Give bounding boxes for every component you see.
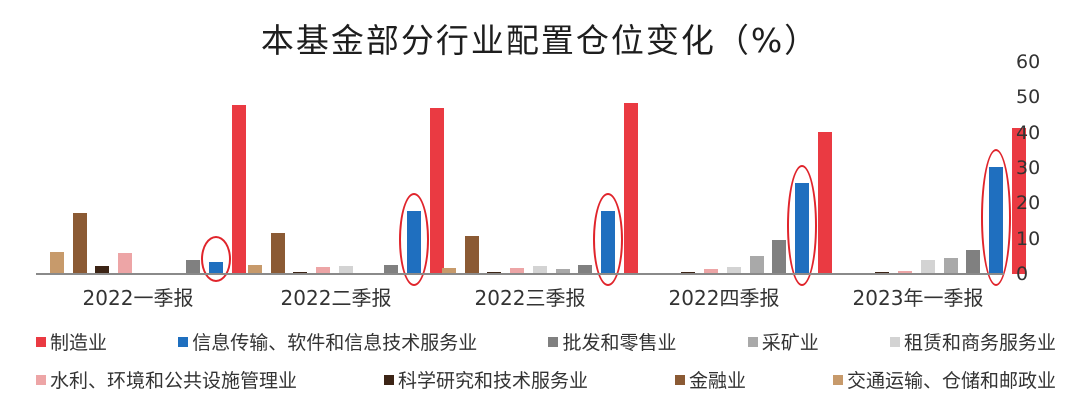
legend-label: 租赁和商务服务业 (903, 332, 1056, 354)
bar (943, 257, 958, 274)
y-tick-label: 60 (1016, 51, 1041, 73)
bar (1011, 127, 1026, 274)
bar (186, 259, 201, 274)
bar (118, 252, 133, 274)
bar (555, 269, 570, 274)
y-tick-label: 0 (1016, 263, 1029, 285)
y-tick-label: 50 (1016, 86, 1041, 109)
bar (920, 259, 935, 274)
bar (338, 266, 353, 274)
bar (231, 105, 246, 274)
legend-swatch-icon (889, 336, 900, 347)
legend-label: 批发和零售业 (562, 332, 677, 354)
legend-label: 科学研究和技术服务业 (397, 370, 588, 392)
y-tick-label: 10 (1016, 227, 1041, 250)
legend-item: 信息传输、软件和信息技术服务业 (178, 328, 477, 355)
highlight-ellipse (398, 192, 429, 286)
legend-swatch-icon (178, 336, 189, 347)
bar (578, 265, 593, 274)
bar (95, 265, 110, 274)
highlight-ellipse (592, 192, 623, 286)
bar (384, 265, 399, 274)
legend-label: 金融业 (688, 370, 746, 392)
bar (270, 232, 285, 274)
y-tick-label: 30 (1016, 157, 1041, 179)
legend-item: 科学研究和技术服务业 (383, 366, 588, 393)
bar (875, 271, 890, 274)
y-tick-label: 40 (1016, 121, 1041, 144)
x-tick-label: 2022一季报 (82, 286, 194, 310)
bar (749, 255, 764, 274)
legend-swatch-icon (383, 374, 394, 385)
bar (623, 103, 638, 274)
x-tick-label: 2022二季报 (280, 286, 392, 310)
x-tick-label: 2022三季报 (474, 286, 586, 310)
legend-item: 租赁和商务服务业 (889, 328, 1056, 355)
legend-item: 金融业 (674, 366, 746, 393)
y-tick-label: 20 (1016, 192, 1041, 215)
bar (772, 240, 787, 274)
highlight-ellipse (200, 236, 231, 283)
bar (464, 235, 479, 274)
legend-row-2: 水利、环境和公共设施管理业 科学研究和技术服务业 金融业 交通运输、仓储和邮政业 (36, 366, 1076, 393)
bar (681, 271, 696, 274)
bar (898, 271, 913, 274)
bar (72, 212, 87, 274)
bar (704, 269, 719, 274)
bar (316, 267, 331, 274)
bar (532, 266, 547, 274)
x-tick-label: 2022四季报 (668, 286, 780, 310)
legend-label: 采矿业 (761, 332, 819, 354)
bar (248, 265, 262, 274)
legend-swatch-icon (36, 374, 46, 385)
bar (442, 268, 456, 274)
legend-label: 交通运输、仓储和邮政业 (846, 370, 1056, 392)
legend-item: 制造业 (36, 328, 107, 355)
highlight-ellipse (786, 165, 817, 286)
x-axis-line (36, 273, 1004, 275)
bar (966, 249, 981, 274)
legend-swatch-icon (674, 374, 685, 385)
bar (50, 252, 64, 274)
plot-area (36, 62, 1026, 286)
legend-item: 批发和零售业 (548, 328, 676, 355)
bar (726, 266, 741, 274)
legend-swatch-icon (832, 374, 843, 385)
legend-item: 采矿业 (747, 328, 819, 355)
legend-swatch-icon (747, 336, 758, 347)
legend-row-1: 制造业 信息传输、软件和信息技术服务业 批发和零售业 采矿业 租赁和商务服务业 (36, 328, 1056, 355)
legend-label: 水利、环境和公共设施管理业 (50, 370, 298, 392)
legend-swatch-icon (548, 336, 559, 347)
legend-label: 信息传输、软件和信息技术服务业 (192, 332, 478, 354)
legend-item: 水利、环境和公共设施管理业 (36, 366, 297, 393)
x-tick-label: 2023年一季报 (852, 286, 984, 310)
bar (817, 131, 832, 274)
chart-title: 本基金部分行业配置仓位变化（%） (260, 21, 820, 60)
legend-item: 交通运输、仓储和邮政业 (832, 366, 1056, 393)
highlight-ellipse (980, 149, 1011, 286)
legend-swatch-icon (36, 336, 46, 347)
bar (510, 268, 525, 274)
legend-label: 制造业 (50, 332, 108, 354)
bar (429, 107, 444, 274)
